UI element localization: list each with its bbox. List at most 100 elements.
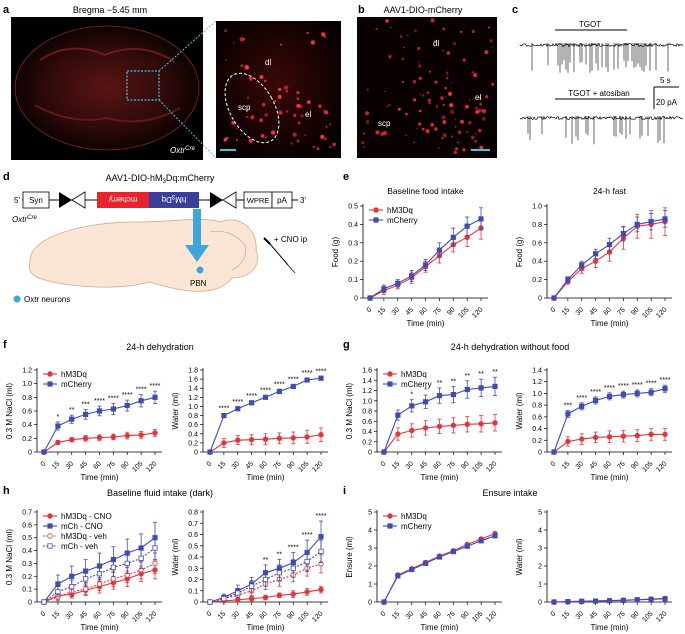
data-point: [304, 434, 310, 440]
x-axis-label: Time (min): [591, 319, 629, 328]
data-point: [124, 432, 130, 439]
legend-marker: [387, 371, 393, 377]
significance-stars: ****: [316, 513, 327, 520]
significance-stars: ****: [122, 392, 133, 399]
y-tick-label: 0.6: [188, 422, 198, 429]
x-tick-label: 105: [641, 460, 654, 473]
cno-injection-label: + CNO ip: [274, 235, 308, 244]
neuron-spot: [297, 121, 301, 125]
data-point: [464, 421, 470, 427]
x-tick-label: 15: [561, 610, 572, 621]
neuron-spot: [436, 104, 439, 107]
data-point: [395, 412, 401, 418]
svg-text:mcherry: mcherry: [109, 195, 138, 204]
y-tick-label: 0.6: [532, 414, 542, 421]
data-point: [648, 218, 654, 225]
x-tick-label: 120: [655, 460, 668, 473]
zoom-line-top: [158, 20, 217, 72]
neuron-spot: [304, 134, 307, 137]
neuron-spot: [312, 145, 315, 148]
brain-section-image: [15, 26, 199, 150]
x-tick-label: 60: [92, 460, 103, 471]
data-point: [436, 423, 443, 430]
x-tick-label: 0: [380, 610, 388, 618]
neuron-spot: [223, 137, 228, 142]
panel-c: c TGOT TGOT + atosiban 5 s 20 pA: [512, 4, 684, 145]
panel-b-label-el: el: [475, 93, 481, 102]
neuron-spot: [441, 115, 446, 120]
x-tick-label: 105: [457, 306, 470, 319]
y-tick-label: 0.4: [188, 555, 198, 562]
data-point: [409, 427, 415, 434]
y-tick-label: 0: [194, 600, 198, 607]
significance-stars: ****: [260, 388, 271, 395]
x-tick-label: 90: [446, 306, 457, 317]
panel-a-genotype: OxtrCre: [170, 146, 195, 155]
neuron-spot: [433, 39, 438, 44]
neuron-spot: [293, 113, 297, 117]
neuron-spot: [444, 86, 448, 90]
data-point: [464, 386, 470, 393]
x-tick-label: 105: [131, 610, 144, 623]
series-hM3Dq: [207, 427, 324, 455]
x-tick-label: 75: [446, 610, 457, 621]
y-tick-label: 0: [28, 600, 32, 607]
data-point: [41, 599, 47, 605]
x-tick-label: 60: [602, 460, 613, 471]
y-tick-label: 0: [28, 450, 32, 457]
neuron-spot: [422, 94, 425, 97]
neuron-spot: [296, 97, 300, 100]
y-tick-label: 0.2: [532, 277, 542, 284]
legend-oxtr-neuron-dot: [13, 295, 21, 303]
significance-stars: ***: [564, 402, 572, 409]
data-point: [152, 560, 158, 567]
x-axis-label: Time (min): [247, 473, 285, 482]
svg-text:Syn: Syn: [29, 196, 43, 205]
data-point: [464, 543, 470, 549]
data-point: [593, 251, 599, 257]
panel-b: b AAV1-DIO-mCherry dl el scp: [357, 4, 497, 158]
data-point: [276, 388, 283, 395]
neuron-spot: [419, 93, 422, 96]
neuron-spot: [278, 110, 283, 115]
legend-marker: [47, 513, 53, 519]
data-point: [248, 595, 255, 602]
zoom-label-scp: scp: [238, 103, 251, 112]
x-tick-label: 90: [460, 610, 471, 621]
neuron-spot: [435, 106, 438, 109]
trace2-label: TGOT + atosiban: [568, 89, 629, 98]
neuron-spot: [296, 104, 301, 108]
neuron-spot: [418, 109, 422, 113]
neuron-spot: [366, 88, 369, 91]
neuron-spot: [365, 120, 370, 124]
series-line: [43, 396, 156, 453]
neuron-spot: [226, 136, 229, 140]
significance-stars: ****: [218, 406, 229, 413]
data-point: [592, 434, 599, 441]
data-point: [235, 406, 241, 412]
data-point: [478, 538, 484, 544]
neuron-spot: [417, 46, 421, 51]
x-tick-label: 75: [616, 610, 627, 621]
x-tick-label: 105: [471, 610, 484, 623]
x-tick-label: 15: [217, 610, 228, 621]
neuron-spot: [481, 116, 486, 121]
x-tick-label: 60: [258, 610, 269, 621]
chart-f1: 00.20.40.60.81.01.20 15 30 45 60 75 90 105 120Ti…: [5, 368, 162, 482]
neuron-spot: [283, 85, 289, 90]
y-tick-label: 0.6: [362, 419, 372, 426]
x-axis-label: Time (min): [81, 473, 119, 482]
y-tick-label: 0.8: [188, 413, 198, 420]
y-tick-label: 0.1: [348, 277, 358, 284]
neuron-spot: [265, 136, 268, 139]
neuron-spot: [455, 147, 458, 151]
significance-stars: ****: [150, 383, 161, 390]
significance-stars: **: [478, 371, 484, 378]
y-axis-label: Ensure (ml): [345, 536, 354, 578]
x-tick-label: 15: [217, 460, 228, 471]
neuron-spot: [296, 139, 300, 143]
y-tick-label: 0.3: [348, 240, 358, 247]
x-axis-label: Time (min): [421, 473, 459, 482]
